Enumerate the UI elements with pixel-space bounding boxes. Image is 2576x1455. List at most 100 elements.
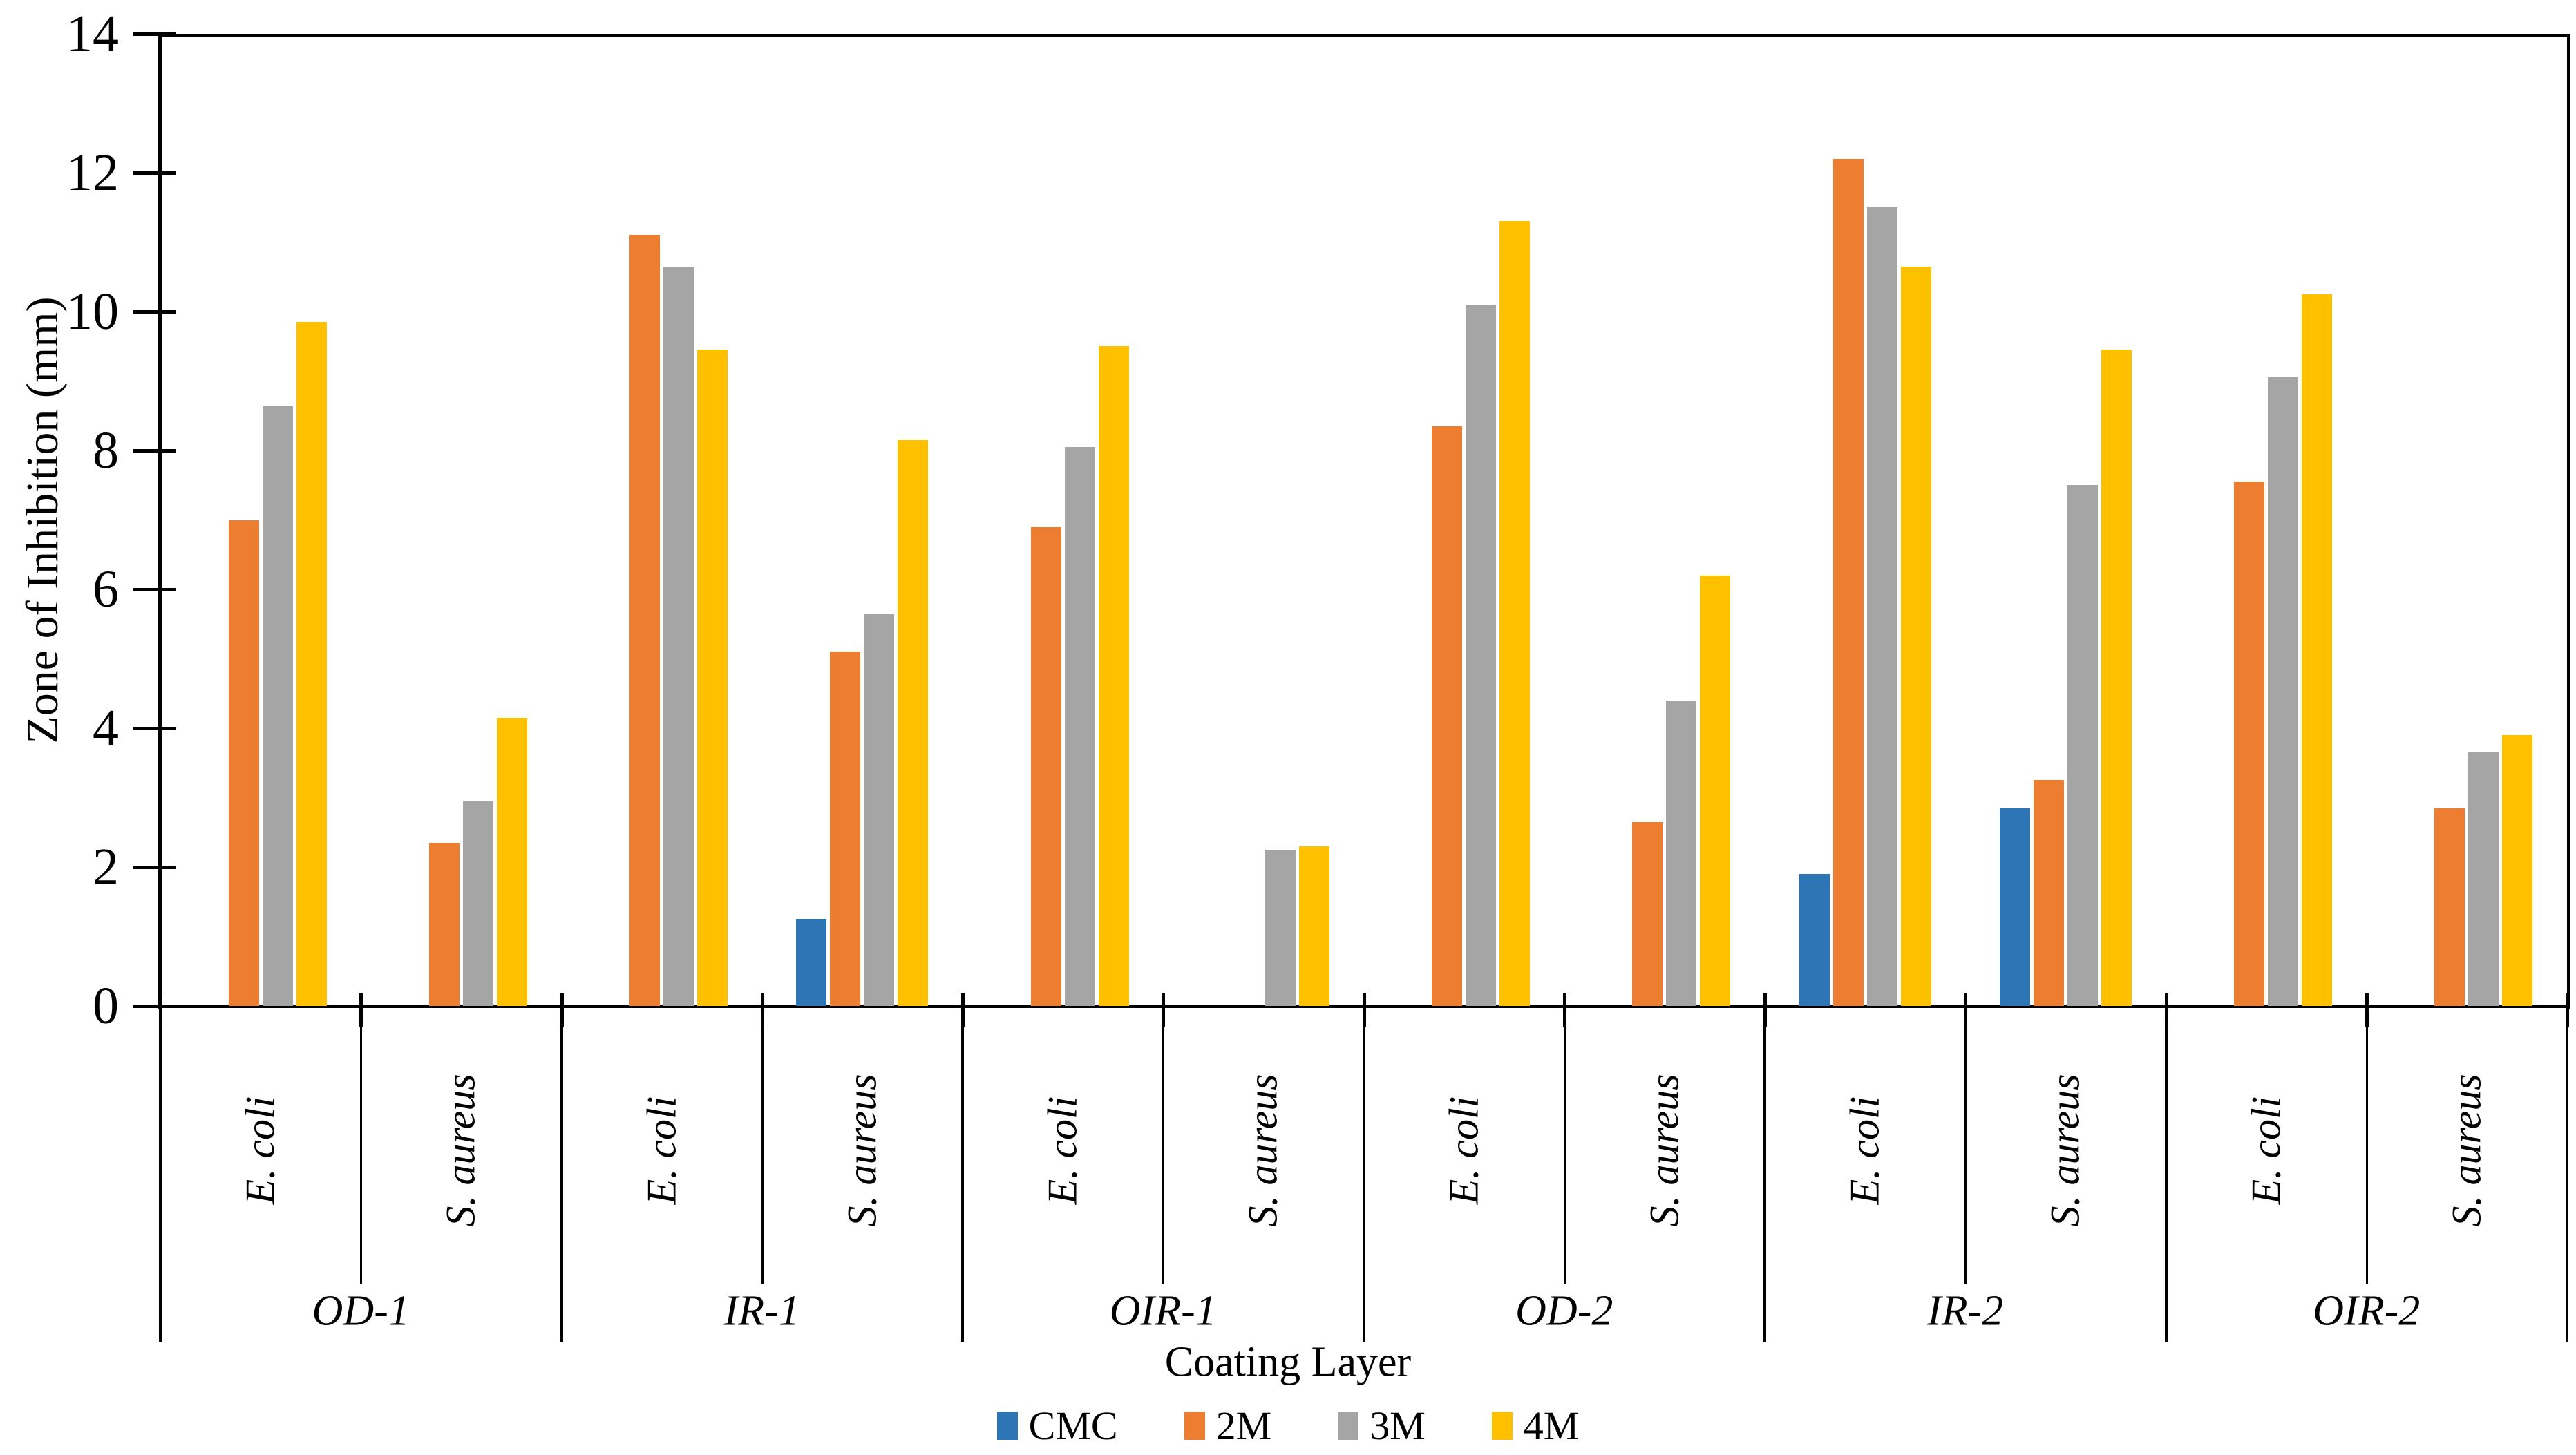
legend-item-2m: 2M [1184, 1403, 1272, 1448]
y-tick-mark [133, 449, 176, 453]
bar-2m-oir-2-ecoli [2234, 482, 2265, 1006]
y-tick-label: 6 [93, 560, 119, 618]
bar-3m-od-2-saureus [1666, 700, 1697, 1006]
bar-3m-ir-2-ecoli [1866, 207, 1897, 1006]
bar-4m-od-1-ecoli [296, 322, 327, 1006]
group-separator [2164, 1006, 2168, 1342]
bar-2m-ir-1-saureus [830, 652, 861, 1006]
legend-swatch-2m [1184, 1412, 1205, 1440]
legend-label-3m: 3M [1370, 1403, 1426, 1448]
subcategory-label-saureus: S. aureus [2042, 1074, 2088, 1227]
legend-swatch-3m [1338, 1412, 1359, 1440]
y-tick-mark [133, 588, 176, 591]
group-label-ir-2: IR-2 [1927, 1287, 2004, 1335]
group-label-oir-2: OIR-2 [2313, 1287, 2421, 1335]
bar-2m-ir-2-saureus [2033, 780, 2064, 1006]
bar-3m-oir-1-saureus [1265, 849, 1296, 1006]
legend-item-4m: 4M [1491, 1403, 1580, 1448]
subgroup-separator [761, 1006, 764, 1284]
bar-3m-oir-2-ecoli [2268, 377, 2299, 1006]
subcategory-label-saureus: S. aureus [1641, 1074, 1687, 1227]
y-tick-mark [133, 171, 176, 175]
legend-label-4m: 4M [1523, 1403, 1580, 1448]
y-tick-label: 2 [93, 838, 119, 896]
y-tick-label: 4 [93, 699, 119, 757]
subcategory-label-ecoli: E. coli [1441, 1096, 1487, 1205]
bar-cmc-ir-1-saureus [796, 919, 827, 1006]
bar-4m-ir-2-saureus [2101, 350, 2132, 1006]
group-separator [560, 1006, 563, 1342]
subcategory-label-saureus: S. aureus [1240, 1074, 1286, 1227]
bar-4m-oir-2-ecoli [2302, 294, 2333, 1006]
bar-4m-od-2-saureus [1700, 575, 1731, 1006]
y-tick-mark [133, 866, 176, 869]
legend: CMC 2M 3M 4M [0, 1397, 2576, 1455]
y-tick-label: 0 [93, 977, 119, 1035]
group-separator [1763, 1006, 1766, 1342]
subcategory-label-ecoli: E. coli [2243, 1096, 2289, 1205]
bar-3m-oir-1-ecoli [1064, 446, 1095, 1006]
group-label-od-1: OD-1 [312, 1287, 410, 1335]
bar-4m-ir-1-saureus [898, 439, 929, 1006]
plot-border [160, 34, 2570, 1009]
bar-2m-od-1-saureus [428, 842, 460, 1006]
group-label-oir-1: OIR-1 [1109, 1287, 1217, 1335]
group-label-od-2: OD-2 [1515, 1287, 1613, 1335]
group-separator [1362, 1006, 1365, 1342]
subcategory-label-saureus: S. aureus [437, 1074, 484, 1227]
bar-3m-od-1-ecoli [262, 405, 293, 1006]
bar-3m-oir-2-saureus [2468, 752, 2499, 1006]
legend-label-cmc: CMC [1028, 1403, 1118, 1448]
bar-4m-od-2-ecoli [1499, 221, 1531, 1006]
bar-2m-ir-2-ecoli [1832, 158, 1864, 1006]
subcategory-label-ecoli: E. coli [638, 1096, 685, 1205]
subgroup-separator [1162, 1006, 1165, 1284]
y-tick-mark [133, 32, 176, 36]
subcategory-label-ecoli: E. coli [1039, 1096, 1086, 1205]
group-separator [159, 1006, 162, 1342]
y-tick-mark [133, 727, 176, 730]
subcategory-label-saureus: S. aureus [839, 1074, 885, 1227]
subgroup-separator [360, 1006, 363, 1284]
group-label-ir-1: IR-1 [723, 1287, 800, 1335]
bar-cmc-ir-2-ecoli [1799, 874, 1830, 1006]
y-axis-title: Zone of Inhibition (mm) [17, 296, 68, 744]
bar-4m-oir-1-saureus [1298, 846, 1329, 1006]
bar-2m-oir-1-ecoli [1030, 526, 1061, 1006]
bar-3m-ir-1-saureus [864, 614, 895, 1006]
x-axis-title: Coating Layer [1164, 1338, 1412, 1386]
bar-3m-od-1-saureus [462, 801, 493, 1006]
subgroup-separator [2365, 1006, 2368, 1284]
subcategory-label-saureus: S. aureus [2443, 1074, 2490, 1227]
subcategory-label-ecoli: E. coli [237, 1096, 283, 1205]
bar-2m-od-2-saureus [1632, 821, 1663, 1006]
bar-4m-ir-1-ecoli [697, 350, 728, 1006]
legend-item-3m: 3M [1338, 1406, 1426, 1446]
bar-4m-oir-1-ecoli [1098, 346, 1129, 1006]
y-axis-line [158, 34, 162, 1009]
y-tick-label: 12 [66, 144, 119, 202]
bar-4m-od-1-saureus [496, 717, 527, 1006]
group-separator [2566, 1006, 2568, 1342]
subgroup-separator [1964, 1006, 1967, 1284]
group-separator [961, 1006, 964, 1342]
subgroup-separator [1563, 1006, 1566, 1284]
bar-4m-oir-2-saureus [2502, 735, 2533, 1006]
y-tick-mark [133, 1005, 176, 1008]
legend-item-cmc: CMC [996, 1403, 1118, 1448]
bar-2m-od-2-ecoli [1432, 426, 1463, 1006]
bar-2m-oir-2-saureus [2434, 808, 2465, 1006]
y-tick-label: 14 [66, 5, 119, 63]
bar-2m-od-1-ecoli [228, 520, 259, 1006]
bar-3m-od-2-ecoli [1466, 304, 1497, 1006]
legend-label-2m: 2M [1215, 1403, 1272, 1448]
legend-swatch-4m [1491, 1412, 1513, 1440]
subcategory-label-ecoli: E. coli [1841, 1096, 1888, 1205]
y-tick-label: 10 [66, 283, 119, 341]
bar-4m-ir-2-ecoli [1900, 266, 1931, 1006]
bar-cmc-ir-2-saureus [1999, 808, 2030, 1006]
y-tick-label: 8 [93, 421, 119, 479]
legend-swatch-cmc [996, 1412, 1018, 1440]
y-tick-mark [133, 310, 176, 314]
